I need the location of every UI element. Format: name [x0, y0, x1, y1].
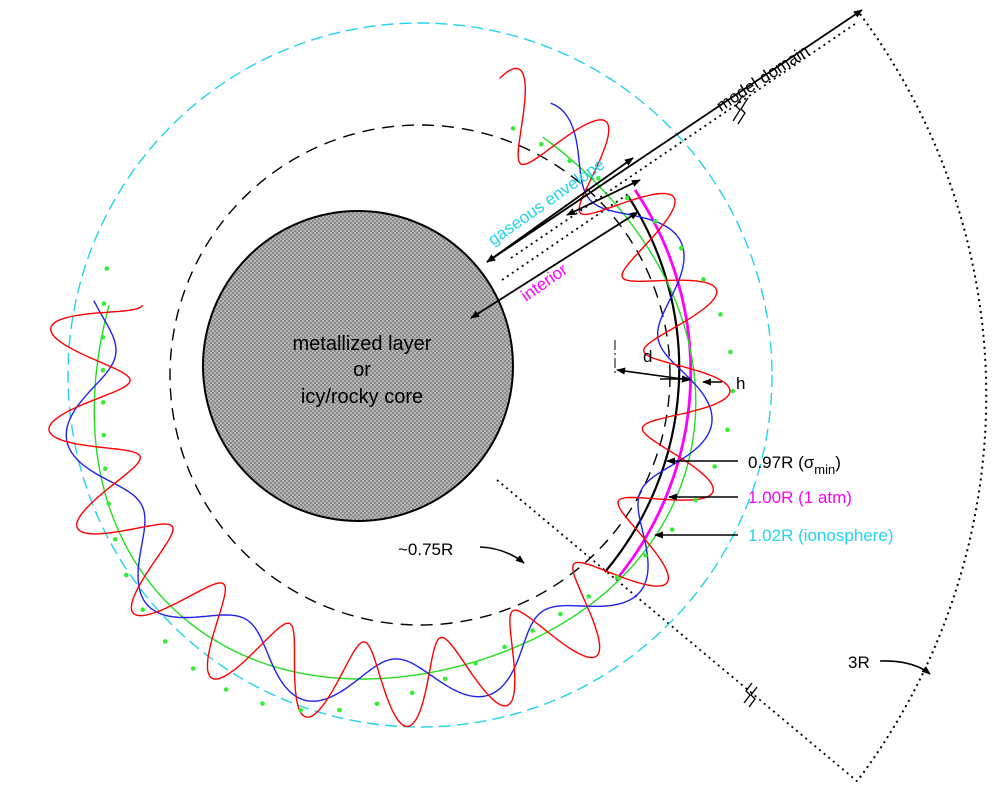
- green-dot: [614, 575, 620, 580]
- wedge-bottom-edge: [496, 479, 859, 783]
- model-domain-label: model domain: [713, 41, 813, 115]
- green-dot: [679, 245, 684, 251]
- r097-label-main: 0.97R (σ: [748, 453, 815, 472]
- r3-label: 3R: [848, 653, 870, 672]
- interior-arrow: [470, 211, 639, 319]
- r097-label-close: ): [835, 453, 841, 472]
- green-dot: [124, 572, 129, 578]
- r075-label: ~0.75R: [398, 540, 453, 559]
- green-dot: [337, 707, 342, 713]
- d-label: d: [643, 347, 652, 366]
- green-dot: [669, 527, 675, 532]
- core-label-line2: or: [353, 359, 371, 381]
- green-dot: [101, 301, 107, 306]
- green-dot: [106, 501, 111, 506]
- ionosphere-circle: [67, 22, 773, 728]
- green-dot: [725, 427, 730, 433]
- green-dot: [473, 660, 479, 666]
- gaseous-envelope-arrow: [486, 157, 634, 263]
- green-dot: [374, 701, 380, 707]
- blue-wave: [65, 102, 713, 702]
- green-dot: [409, 690, 415, 696]
- green-dot: [140, 607, 146, 612]
- green-dot: [586, 594, 591, 599]
- green-dot: [100, 335, 106, 340]
- green-dot: [442, 676, 448, 682]
- green-dot: [701, 277, 706, 282]
- green-dot: [260, 701, 265, 706]
- green-dot: [693, 497, 698, 503]
- green-wave: [93, 136, 697, 680]
- green-dot: [223, 687, 229, 692]
- interior-arrow-top: [566, 179, 641, 216]
- green-dot: [643, 553, 648, 558]
- core-label-line3: icy/rocky core: [301, 386, 423, 408]
- green-dot: [730, 388, 736, 394]
- green-dot: [510, 126, 516, 131]
- green-dot: [100, 400, 106, 405]
- green-dot: [113, 537, 118, 542]
- green-dot: [162, 639, 168, 644]
- axis-break-mark-bottom: [743, 682, 758, 708]
- core-label-line1: metallized layer: [293, 333, 432, 355]
- green-dot: [502, 644, 507, 650]
- r097-label: 0.97R (σmin): [748, 453, 841, 477]
- r102-label: 1.02R (ionosphere): [748, 526, 894, 545]
- green-dot: [104, 266, 110, 271]
- h-label: h: [736, 374, 745, 393]
- green-dot: [539, 142, 544, 147]
- green-dot: [728, 349, 733, 355]
- green-dot: [712, 464, 717, 469]
- green-dot: [298, 708, 304, 713]
- r100-label: 1.00R (1 atm): [748, 488, 852, 507]
- green-dot: [567, 158, 572, 163]
- green-dot: [103, 466, 108, 472]
- r075-pointer: [479, 546, 525, 564]
- green-dot: [558, 611, 563, 617]
- r3-pointer: [879, 660, 931, 675]
- r097-label-subscript: min: [814, 462, 835, 477]
- green-dot: [530, 628, 535, 633]
- green-dot: [624, 195, 630, 201]
- green-dot: [101, 432, 107, 438]
- green-dot: [190, 666, 196, 671]
- green-dot: [718, 312, 723, 317]
- green-dot: [653, 218, 658, 224]
- scale-ring-3R: [857, 13, 988, 781]
- green-dot: [100, 367, 106, 373]
- core-circle: [202, 210, 514, 522]
- gaseous-envelope-label: gaseous envelope: [484, 155, 608, 250]
